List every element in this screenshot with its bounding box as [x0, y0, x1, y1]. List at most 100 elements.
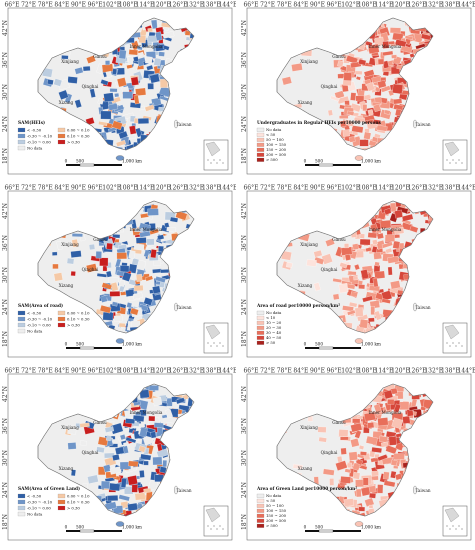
- prefecture-patch: [318, 436, 327, 443]
- prefecture-patch: [347, 462, 353, 468]
- lon-label: 114°E: [375, 368, 394, 375]
- prefecture-patch: [158, 51, 165, 57]
- legend-label: 50 ~ 100: [266, 137, 284, 142]
- lon-label: 120°E: [391, 368, 410, 375]
- prefecture-patch: [113, 315, 123, 322]
- lon-label: 108°E: [358, 2, 377, 9]
- prefecture-patch: [158, 106, 165, 112]
- prefecture-patch: [146, 64, 154, 71]
- inset-island: [213, 159, 215, 161]
- lon-label: 78°E: [38, 2, 53, 9]
- lon-label: 78°E: [277, 185, 292, 192]
- prefecture-patch: [387, 255, 400, 264]
- prefecture-patch: [420, 33, 431, 41]
- prefecture-patch: [100, 110, 112, 120]
- lon-label: 108°E: [119, 185, 138, 192]
- prefecture-patch: [143, 460, 149, 466]
- scale-label: 1,000 km: [361, 342, 381, 347]
- lon-label: 96°E: [327, 2, 342, 9]
- legend-label: 0.10 ~ 0.30: [67, 133, 90, 138]
- prefecture-patch: [359, 238, 371, 246]
- legend-title: SAM(Area of Green Land): [18, 487, 80, 492]
- prefecture-patch: [338, 283, 349, 294]
- prefecture-patch: [156, 448, 169, 459]
- prefecture-patch: [132, 292, 143, 300]
- legend-swatch: [256, 523, 265, 528]
- prefecture-patch: [377, 454, 388, 462]
- prefecture-patch: [67, 442, 77, 450]
- legend-swatch: [256, 147, 265, 152]
- prefecture-patch: [138, 303, 149, 312]
- lat-label: 18°N: [2, 514, 9, 530]
- prefecture-patch: [138, 445, 146, 453]
- lat-label: 18°N: [241, 148, 248, 164]
- legend-label: No data: [266, 310, 282, 315]
- inset-island: [222, 162, 224, 164]
- legend-label: 10 ~ 20: [266, 320, 282, 325]
- legend-swatch: [256, 498, 265, 503]
- prefecture-patch: [350, 92, 357, 101]
- prefecture-patch: [136, 45, 143, 51]
- lon-label: 126°E: [169, 2, 188, 9]
- lon-label: 66°E: [243, 2, 258, 9]
- legend-swatch: [256, 513, 265, 518]
- lon-label: 120°E: [152, 368, 171, 375]
- prefecture-patch: [67, 76, 78, 84]
- prefecture-patch: [148, 479, 159, 491]
- prefecture-patch: [353, 275, 359, 281]
- inset-island: [222, 345, 224, 347]
- taiwan-island: [412, 119, 417, 129]
- scale-seg: [66, 530, 80, 532]
- legend-swatch: [57, 322, 66, 328]
- prefecture-patch: [99, 304, 112, 314]
- legend-label: 100 ~ 150: [266, 508, 287, 513]
- prefecture-patch: [343, 498, 354, 507]
- prefecture-patch: [137, 118, 150, 124]
- lon-label: 96°E: [327, 185, 342, 192]
- lon-label: 132°E: [424, 2, 443, 9]
- prefecture-patch: [162, 45, 170, 51]
- legend-swatch: [17, 316, 26, 322]
- place-label: Inner Mongolia: [369, 44, 402, 49]
- scale-label: 0: [304, 342, 307, 347]
- prefecture-patch: [352, 462, 361, 471]
- prefecture-patch: [393, 403, 401, 413]
- inset-map: [444, 507, 460, 523]
- lon-label: 90°E: [71, 2, 86, 9]
- prefecture-patch: [100, 295, 108, 303]
- place-label: Xinjiang: [300, 59, 318, 64]
- prefecture-patch: [133, 243, 145, 251]
- prefecture-patch: [409, 52, 415, 59]
- lon-label: 84°E: [54, 185, 69, 192]
- lon-label: 102°E: [102, 368, 121, 375]
- prefecture-patch: [127, 55, 134, 66]
- legend-swatch: [57, 493, 66, 499]
- legend-label: < -0.30: [27, 493, 42, 498]
- prefecture-patch: [113, 104, 125, 113]
- lon-label: 90°E: [310, 368, 325, 375]
- prefecture-patch: [362, 104, 368, 112]
- inset-island: [207, 159, 209, 161]
- scale-seg: [94, 530, 122, 532]
- lon-label: 138°E: [202, 185, 221, 192]
- legend-label: -0.10 ~ 0.00: [27, 505, 51, 510]
- scale-seg: [333, 530, 361, 532]
- lon-label: 144°E: [219, 2, 236, 9]
- taiwan-island: [173, 302, 178, 312]
- prefecture-patch: [390, 459, 398, 467]
- prefecture-patch: [355, 76, 361, 81]
- place-label: Taiwan: [415, 305, 430, 310]
- legend-swatch: [256, 335, 265, 340]
- lon-label: 144°E: [458, 185, 475, 192]
- prefecture-patch: [313, 256, 325, 265]
- prefecture-patch: [153, 422, 164, 429]
- prefecture-patch: [381, 241, 393, 249]
- prefecture-patch: [382, 471, 390, 480]
- prefecture-patch: [152, 396, 163, 407]
- scale-seg: [333, 347, 361, 349]
- place-label: Taiwan: [176, 122, 191, 127]
- lon-label: 126°E: [169, 185, 188, 192]
- prefecture-patch: [389, 27, 401, 34]
- prefecture-patch: [169, 216, 179, 223]
- prefecture-patch: [351, 125, 364, 134]
